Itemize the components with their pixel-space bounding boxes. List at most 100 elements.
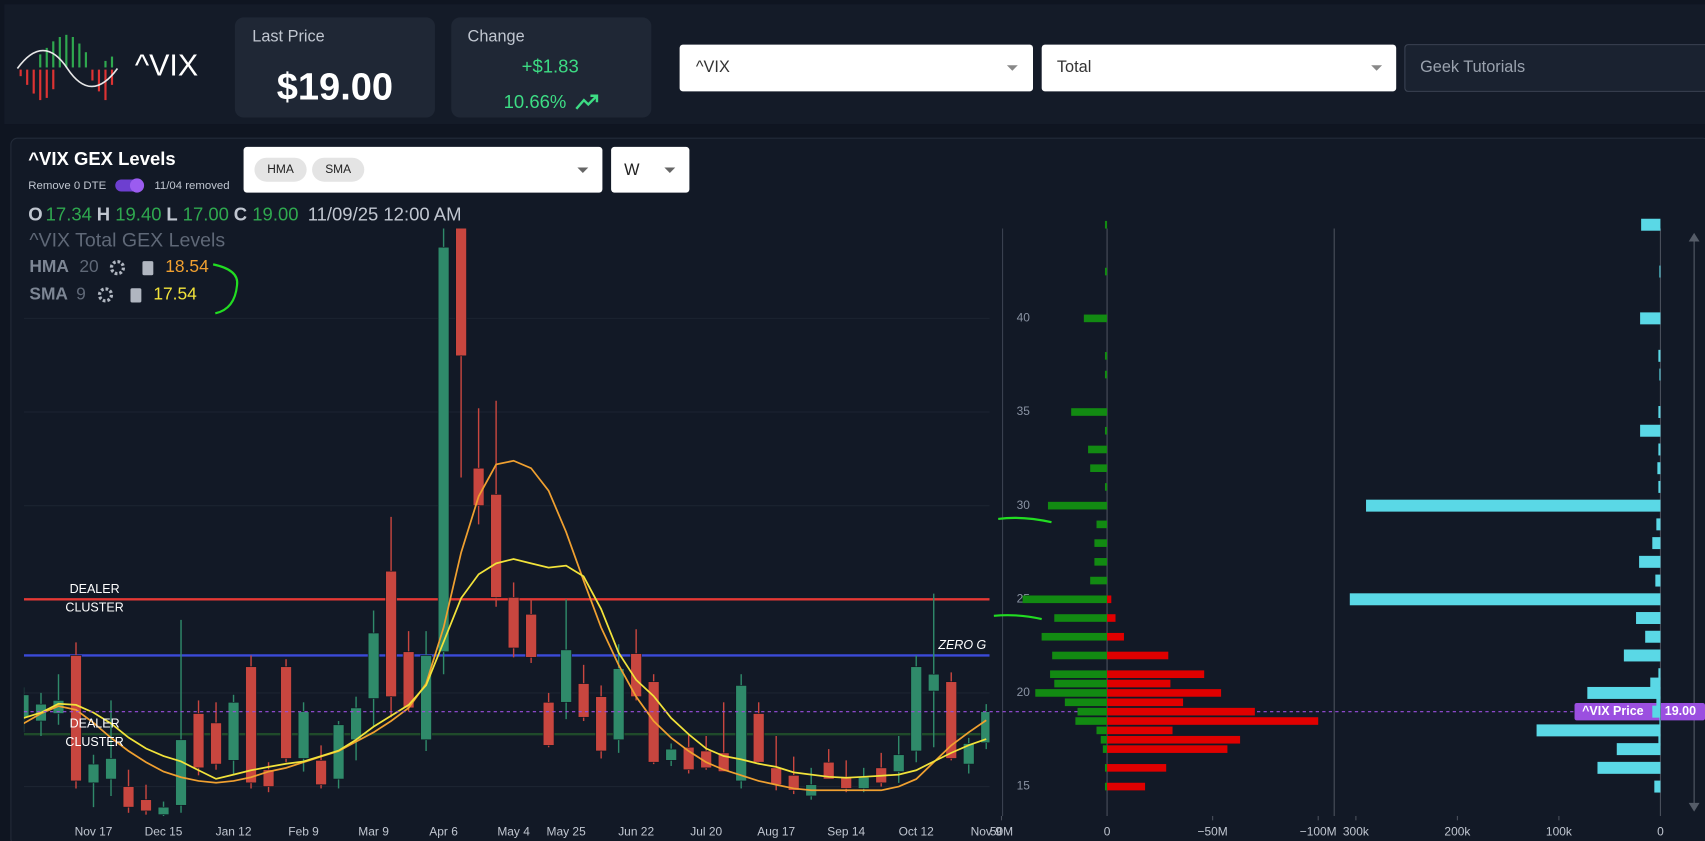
- candle-body: [822, 761, 835, 780]
- legend-name: SMA: [29, 283, 68, 303]
- x-tick-label: Nov 17: [75, 824, 113, 838]
- x-tick-label: Dec 15: [145, 824, 183, 838]
- gex-bar: [1096, 726, 1108, 735]
- logo: [16, 34, 119, 101]
- candle-body: [735, 685, 747, 782]
- indicator-line: [23, 558, 987, 780]
- gex-bar: [1071, 408, 1108, 416]
- x-tick-label: Jun 22: [618, 824, 654, 838]
- price-card: [234, 17, 435, 118]
- chip[interactable]: [254, 157, 307, 182]
- candle-body: [280, 666, 292, 759]
- gex-bar: [1104, 352, 1108, 360]
- candle-body: [717, 752, 730, 772]
- y-tick-label: 20: [1017, 685, 1031, 699]
- toggle-knob[interactable]: [129, 178, 145, 193]
- x-tick-label: 0: [1104, 824, 1111, 838]
- candle-body: [857, 776, 870, 789]
- up-arrow: [575, 94, 598, 110]
- trash-icon[interactable]: [142, 261, 154, 276]
- ticker: ^VIX: [135, 48, 198, 82]
- gex-bar: [1107, 689, 1222, 697]
- chip-label[interactable]: SMA: [325, 162, 351, 176]
- x-tick-label: 100k: [1546, 824, 1572, 838]
- gex-bar: [1107, 764, 1167, 772]
- dropdown-arrow[interactable]: [1371, 65, 1383, 71]
- candle-body: [157, 806, 170, 815]
- annotation-stroke: [212, 263, 239, 315]
- gex-bar: [1107, 679, 1171, 688]
- chart-title: ^VIX Total GEX Levels: [29, 230, 225, 252]
- candle-body: [542, 701, 555, 746]
- gex-bar: [1659, 265, 1661, 278]
- x-tick-label: Mar 9: [358, 824, 389, 838]
- annotation-stroke: [998, 516, 1052, 524]
- gex-bar: [1349, 593, 1661, 606]
- gex-bar: [1658, 733, 1661, 746]
- dropdown-value[interactable]: Total: [1057, 58, 1091, 76]
- dropdown-value[interactable]: ^VIX: [696, 58, 730, 76]
- gear-icon[interactable]: [97, 287, 114, 303]
- last-price: $19.00: [277, 66, 393, 108]
- gex-bar: [1104, 782, 1108, 791]
- candle-body: [945, 681, 958, 759]
- candle-body: [385, 570, 397, 698]
- interval-select[interactable]: [611, 146, 690, 193]
- gex-bar: [1107, 595, 1112, 604]
- candle-body: [577, 683, 590, 718]
- candle-body: [297, 711, 310, 759]
- gex-bar: [1104, 220, 1108, 229]
- x-tick-label: −50M: [1198, 824, 1228, 838]
- level-label: DEALER: [70, 717, 120, 731]
- dropdown-arrow[interactable]: [664, 167, 676, 173]
- gex-bar: [1623, 649, 1661, 662]
- gex-bar: [1104, 483, 1108, 491]
- gex-bar: [1658, 668, 1661, 681]
- gex-bar: [1050, 670, 1108, 679]
- candle-body: [612, 668, 625, 741]
- gex-bar: [1104, 764, 1108, 772]
- dropdown-value[interactable]: Geek Tutorials: [1420, 58, 1525, 76]
- dropdown[interactable]: [1404, 44, 1705, 92]
- gex-bar: [1107, 698, 1184, 707]
- trash-icon[interactable]: [130, 288, 142, 303]
- level-label: ZERO G: [937, 638, 986, 652]
- candle-body: [367, 632, 380, 699]
- candle-body: [927, 673, 940, 692]
- ohlc-date: 11/09/25 12:00 AM: [308, 203, 462, 224]
- candle-body: [192, 713, 205, 769]
- gex-bar: [1107, 670, 1205, 679]
- gex-bar: [1654, 780, 1661, 793]
- toggle-label: Remove 0 DTE: [28, 180, 106, 192]
- dropdown[interactable]: [1041, 44, 1397, 92]
- candle-body: [437, 246, 450, 653]
- legend: HMA 20 18.54 SMA 9 17.54: [29, 256, 209, 303]
- chip-label[interactable]: HMA: [267, 162, 294, 176]
- gex-bar: [1096, 520, 1108, 529]
- candle-body: [105, 758, 117, 780]
- interval[interactable]: W: [624, 161, 640, 179]
- gex-bar: [1022, 595, 1108, 604]
- gex-bar: [1054, 679, 1108, 688]
- gex-bar: [1639, 555, 1661, 568]
- dropdown-arrow[interactable]: [1006, 65, 1018, 71]
- candle-body: [682, 746, 695, 771]
- gex-bar: [1035, 689, 1108, 697]
- change-pct: 10.66%: [504, 91, 567, 112]
- candle-body: [227, 701, 240, 761]
- ohlc-key: C: [234, 203, 247, 224]
- gex-bar: [1658, 443, 1661, 456]
- ohlc-value: 17.00: [183, 203, 229, 224]
- candle-body: [892, 754, 905, 772]
- y-tick-label: 40: [1017, 311, 1031, 325]
- ohlc-key: L: [166, 203, 177, 224]
- chip[interactable]: [312, 157, 365, 182]
- gex-bar: [1107, 651, 1169, 660]
- candle-body: [525, 613, 537, 658]
- dropdown-arrow[interactable]: [577, 167, 589, 173]
- x-tick-label: May 4: [497, 824, 530, 838]
- dropdown[interactable]: [679, 44, 1034, 92]
- gex-bar: [1104, 267, 1108, 276]
- candle-body: [910, 666, 922, 752]
